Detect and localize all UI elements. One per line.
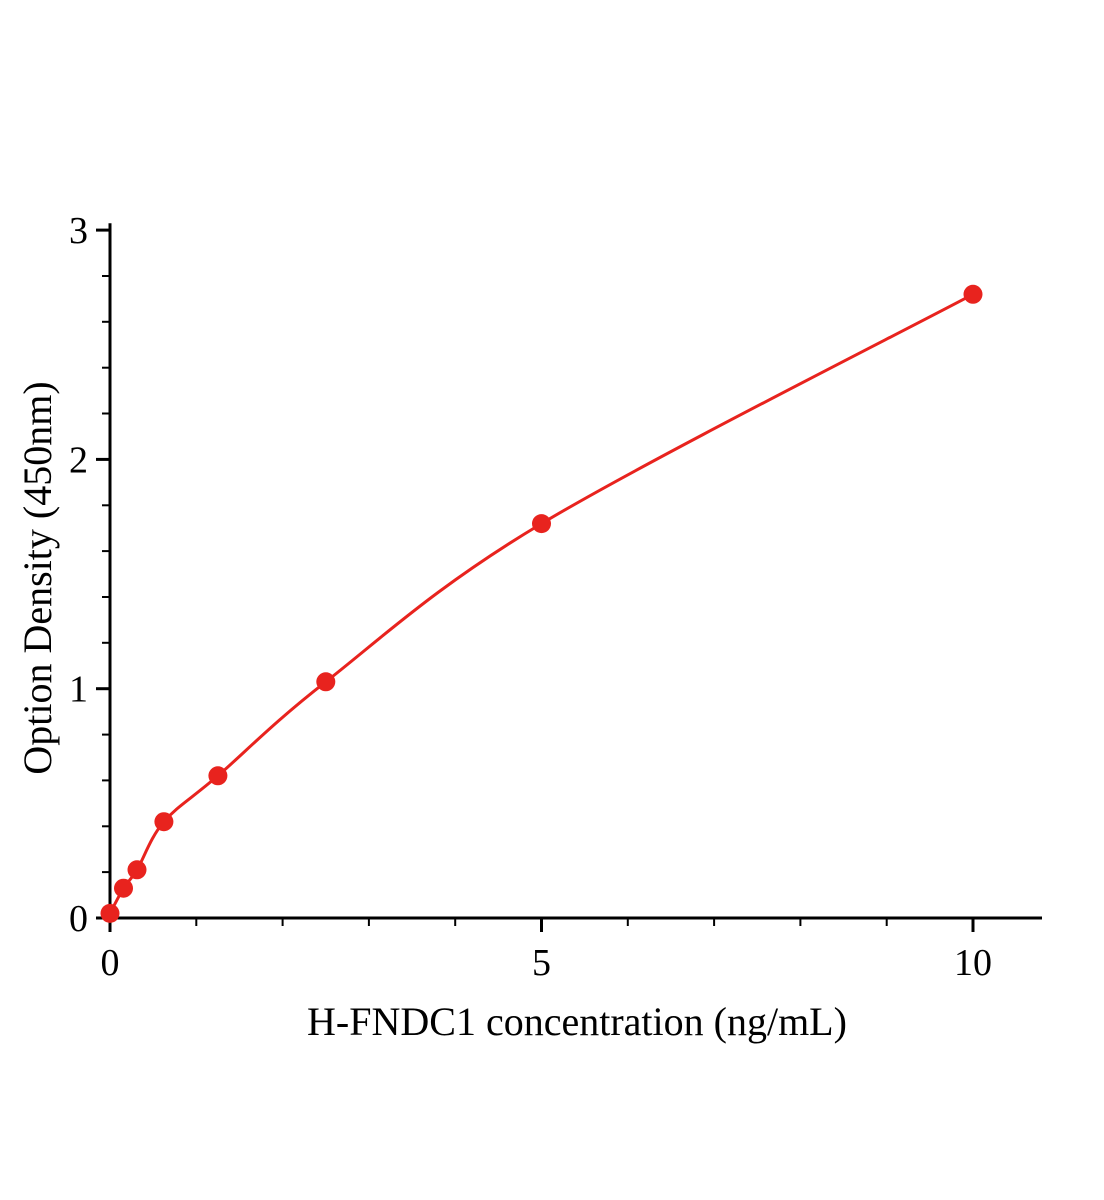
x-tick-label: 0 [101, 942, 120, 984]
axes-lines [108, 223, 1042, 920]
x-tick-label: 10 [954, 942, 992, 984]
y-axis-title: Option Density (450nm) [15, 381, 60, 775]
y-tick-label: 1 [69, 669, 88, 711]
data-point [532, 514, 551, 534]
x-axis-title: H-FNDC1 concentration (ng/mL) [307, 999, 847, 1044]
y-tick-label: 2 [69, 439, 88, 481]
data-point [208, 766, 228, 786]
data-point [100, 903, 120, 923]
data-point [963, 284, 983, 304]
data-point [154, 812, 174, 832]
data-point [127, 860, 147, 880]
data-point [316, 672, 336, 692]
x-tick-label: 5 [532, 942, 551, 984]
fit-curve [108, 292, 974, 915]
data-point [114, 878, 133, 898]
y-tick-label: 3 [69, 210, 88, 252]
y-tick-label: 0 [69, 898, 88, 940]
